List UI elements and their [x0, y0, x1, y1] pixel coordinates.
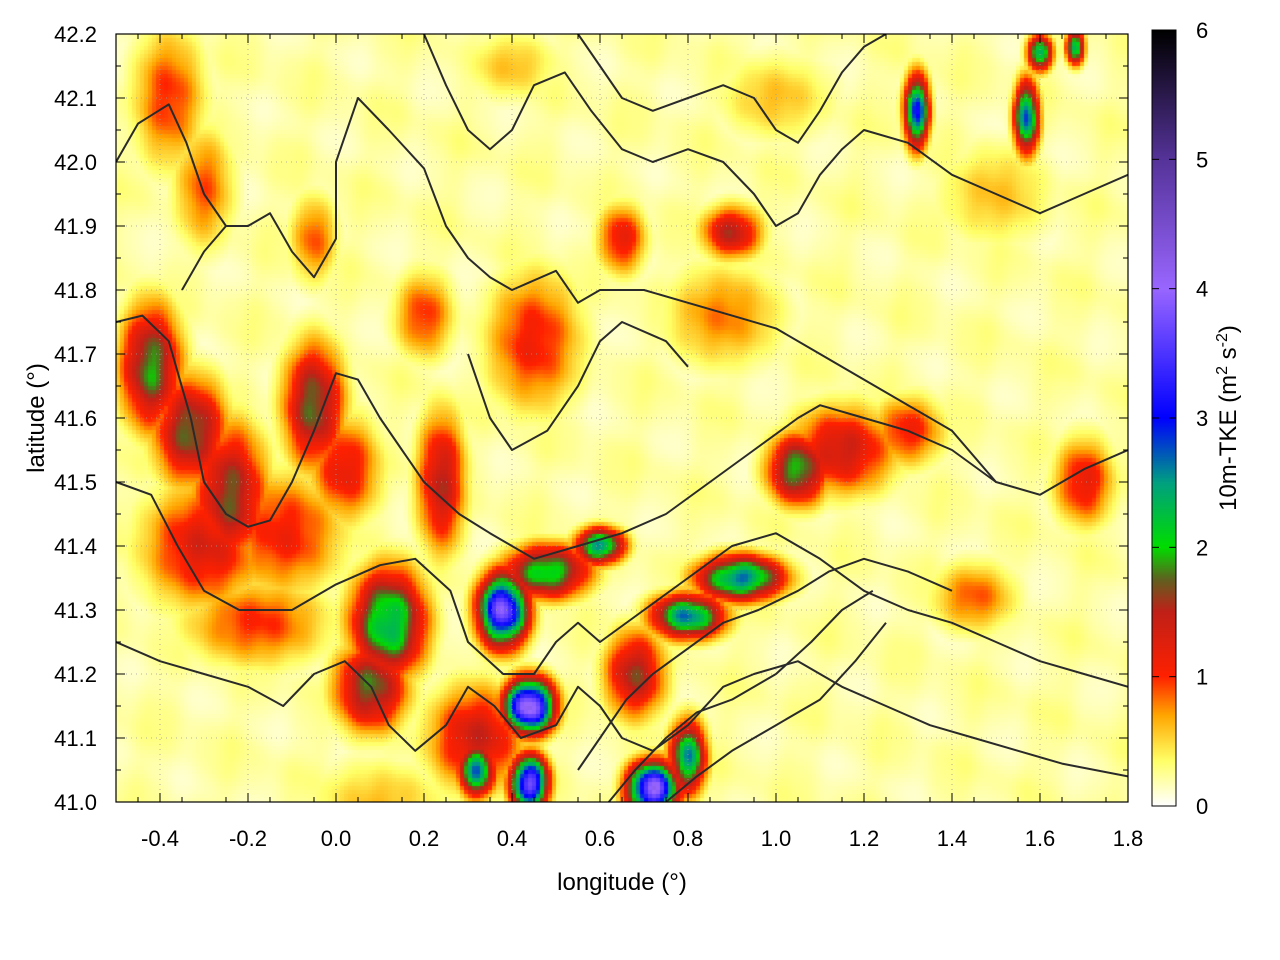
colorbar-title-sup2: -2	[1214, 333, 1231, 347]
y-tick-label: 41.2	[54, 662, 97, 687]
colorbar-tick-label: 5	[1196, 147, 1208, 172]
contour-line	[116, 97, 1128, 496]
colorbar-tick-label: 1	[1196, 665, 1208, 690]
x-axis-title: longitude (°)	[557, 869, 687, 896]
contour-line	[116, 641, 1128, 778]
contour-line	[423, 34, 1128, 227]
y-tick-label: 42.0	[54, 150, 97, 175]
y-tick-label: 42.2	[54, 22, 97, 47]
y-tick-label: 41.9	[54, 214, 97, 239]
y-axis: 41.0 41.1 41.2 41.3 41.4 41.5 41.6 41.7 41.8 41.9…	[54, 22, 1128, 815]
x-tick-label: 1.0	[761, 826, 792, 851]
colorbar-tick-label: 2	[1196, 535, 1208, 560]
colorbar-tick-label: 6	[1196, 18, 1208, 43]
y-axis-title: latitude (°)	[23, 363, 50, 473]
colorbar-title: 10m-TKE (m2 s-2)	[1214, 325, 1242, 511]
x-tick-label: -0.2	[229, 826, 267, 851]
y-tick-label: 41.4	[54, 534, 97, 559]
x-tick-label: 0.8	[673, 826, 704, 851]
contour-line	[116, 481, 1128, 688]
y-tick-label: 41.3	[54, 598, 97, 623]
x-tick-label: 0.2	[409, 826, 440, 851]
contour-line	[577, 557, 953, 771]
contour-line	[665, 622, 887, 802]
x-tick-label: 0.6	[585, 826, 616, 851]
x-tick-label: -0.4	[141, 826, 179, 851]
x-tick-label: 0.0	[321, 826, 352, 851]
y-tick-label: 41.8	[54, 278, 97, 303]
contour-line	[116, 314, 997, 560]
colorbar-axis: 0 1 2 3 4 5 6	[1152, 18, 1208, 819]
contour-line	[608, 589, 874, 802]
y-tick-label: 42.1	[54, 86, 97, 111]
x-tick-label: 0.4	[497, 826, 528, 851]
colorbar-tick-label: 3	[1196, 406, 1208, 431]
contour-line	[467, 321, 689, 451]
x-tick-label: 1.4	[937, 826, 968, 851]
y-tick-label: 41.6	[54, 406, 97, 431]
colorbar-tick-label: 0	[1196, 794, 1208, 819]
terrain-contours	[116, 34, 1128, 802]
y-tick-label: 41.5	[54, 470, 97, 495]
colorbar-title-main: 10m-TKE (m	[1215, 375, 1242, 511]
x-tick-label: 1.6	[1025, 826, 1056, 851]
y-tick-label: 41.1	[54, 726, 97, 751]
x-tick-label: 1.8	[1113, 826, 1144, 851]
contour-line	[577, 34, 887, 144]
x-tick-label: 1.2	[849, 826, 880, 851]
y-tick-label: 41.7	[54, 342, 97, 367]
colorbar-title-sup1: 2	[1214, 366, 1231, 375]
contour-line	[181, 225, 227, 291]
colorbar-title-mid: s	[1215, 347, 1242, 366]
y-tick-label: 41.0	[54, 790, 97, 815]
colorbar-title-end: )	[1215, 325, 1242, 333]
colorbar-tick-label: 4	[1196, 277, 1208, 302]
x-axis: -0.4 -0.2 0.0 0.2 0.4 0.6 0.8 1.0 1.2 1.4 1.6 1.8	[137, 34, 1144, 851]
